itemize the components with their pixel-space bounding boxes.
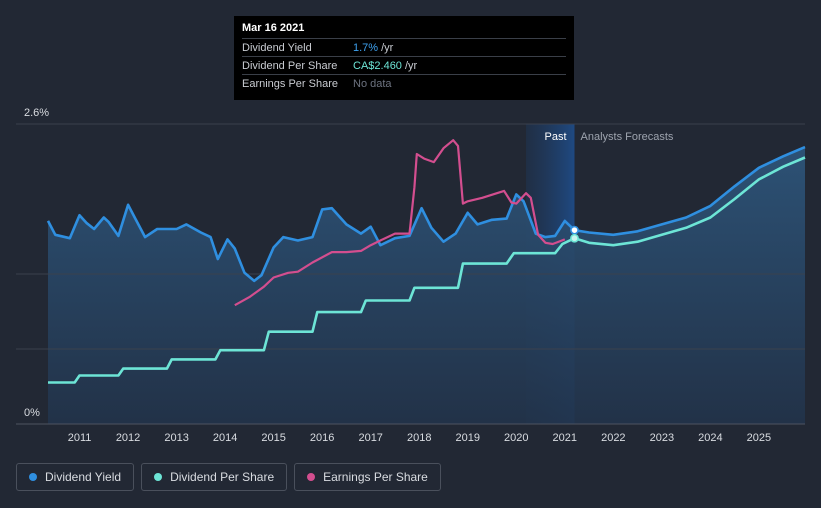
tooltip-unit: /yr: [381, 41, 394, 54]
legend-dot: [29, 473, 37, 481]
legend-item-earnings-per-share[interactable]: Earnings Per Share: [294, 463, 441, 491]
x-tick-label: 2019: [456, 432, 480, 444]
tooltip-value: No data: [353, 77, 392, 90]
legend: Dividend Yield Dividend Per Share Earnin…: [16, 463, 441, 491]
dividend-per-share-marker: [570, 233, 579, 243]
tooltip-row-dividend-per-share: Dividend Per Share CA$2.460 /yr: [242, 56, 566, 74]
x-tick-label: 2024: [698, 432, 722, 444]
x-tick-label: 2013: [164, 432, 188, 444]
tooltip-label: Dividend Yield: [242, 41, 312, 54]
legend-dot: [154, 473, 163, 481]
legend-label: Dividend Yield: [45, 470, 122, 484]
tooltip-value: 1.7%: [353, 41, 379, 54]
y-axis-bottom-label: 0%: [24, 407, 40, 419]
x-tick-label: 2014: [213, 432, 237, 444]
legend-label: Dividend Per Share: [170, 470, 275, 484]
tooltip-row-earnings-per-share: Earnings Per Share No data: [242, 74, 566, 92]
x-tick-label: 2018: [407, 432, 431, 444]
legend-label: Earnings Per Share: [323, 470, 428, 484]
y-axis-top-label: 2.6%: [24, 107, 49, 119]
dividend-per-share-line: [48, 156, 806, 384]
tooltip-label: Earnings Per Share: [242, 77, 338, 90]
x-tick-label: 2025: [747, 432, 771, 444]
x-tick-label: 2012: [116, 432, 140, 444]
legend-item-dividend-per-share[interactable]: Dividend Per Share: [141, 463, 288, 491]
forecast-label: Analysts Forecasts: [581, 131, 674, 143]
tooltip-unit: /yr: [404, 59, 418, 72]
x-tick-label: 2017: [358, 432, 382, 444]
earnings-per-share-line: [234, 139, 566, 307]
x-tick-label: 2022: [601, 432, 625, 444]
x-tick-label: 2023: [650, 432, 674, 444]
tooltip-date: Mar 16 2021: [242, 22, 305, 34]
tooltip-row-dividend-yield: Dividend Yield 1.7% /yr: [242, 38, 566, 56]
x-tick-label: 2016: [310, 432, 334, 444]
legend-dot: [307, 473, 316, 481]
tooltip-label: Dividend Per Share: [242, 59, 338, 72]
x-tick-label: 2021: [553, 432, 577, 444]
tooltip: Mar 16 2021 Dividend Yield 1.7% /yr Divi…: [234, 16, 574, 100]
x-tick-label: 2015: [261, 432, 285, 444]
legend-item-dividend-yield[interactable]: Dividend Yield: [16, 463, 135, 491]
past-label: Past: [544, 131, 566, 143]
dividend-yield-marker: [570, 225, 579, 235]
x-tick-label: 2011: [68, 432, 92, 444]
tooltip-value: CA$2.460: [353, 59, 402, 72]
dividend-yield-area: [48, 147, 805, 424]
x-tick-label: 2020: [504, 432, 528, 444]
